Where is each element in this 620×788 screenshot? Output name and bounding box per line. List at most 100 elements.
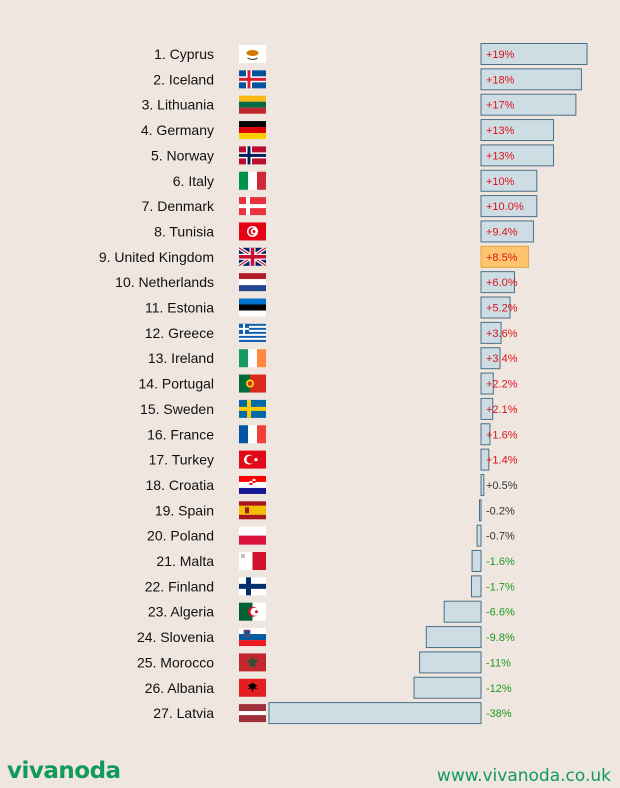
bar-norway [480, 144, 555, 167]
country-label-latvia: 27. Latvia [153, 705, 214, 721]
bar-morocco [419, 651, 482, 674]
website-link[interactable]: www.vivanoda.co.uk [436, 766, 611, 786]
value-label-turkey: +1.4% [486, 455, 518, 467]
bar-tunisia [480, 220, 534, 243]
bar-italy [480, 169, 538, 192]
bar-malta [471, 550, 482, 572]
ireland-flag-icon [239, 349, 266, 368]
country-label-france: 16. France [147, 426, 214, 442]
bar-slovenia [425, 626, 482, 649]
value-label-algeria: -6.6% [486, 607, 515, 619]
country-label-netherlands: 10. Netherlands [115, 274, 214, 290]
value-label-slovenia: -9.8% [486, 632, 515, 644]
germany-flag-icon [239, 121, 266, 140]
sweden-flag-icon [239, 399, 266, 418]
country-label-albania: 26. Albania [145, 680, 214, 696]
country-label-spain: 19. Spain [155, 502, 214, 518]
value-label-italy: +10% [486, 176, 515, 188]
country-label-norway: 5. Norway [151, 147, 214, 163]
bar-chart: 1. Cyprus +19% 2. Iceland +18% 3. Lithuania +… [99, 43, 588, 725]
bar-iceland [480, 68, 582, 91]
value-label-poland: -0.7% [486, 531, 515, 543]
value-label-greece: +3.6% [486, 328, 518, 340]
bar-sweden [480, 397, 494, 420]
algeria-flag-icon [239, 602, 266, 621]
country-label-slovenia: 24. Slovenia [137, 629, 214, 645]
bar-poland [476, 524, 482, 547]
finland-flag-icon [239, 577, 266, 596]
country-label-turkey: 17. Turkey [149, 452, 214, 468]
value-label-sweden: +2.1% [486, 404, 518, 416]
value-label-portugal: +2.2% [486, 379, 518, 391]
value-label-germany: +13% [486, 125, 515, 137]
latvia-flag-icon [239, 704, 266, 723]
bar-denmark [480, 195, 538, 218]
denmark-flag-icon [239, 197, 266, 216]
country-label-morocco: 25. Morocco [137, 654, 214, 670]
bar-france [480, 423, 491, 446]
turkey-flag-icon [239, 450, 266, 469]
morocco-flag-icon [239, 653, 266, 672]
country-label-algeria: 23. Algeria [148, 604, 214, 620]
country-label-denmark: 7. Denmark [142, 198, 215, 214]
country-label-poland: 20. Poland [147, 528, 214, 544]
value-label-tunisia: +9.4% [486, 226, 518, 238]
cyprus-flag-icon [239, 45, 266, 63]
value-label-malta: -1.6% [486, 556, 515, 568]
bar-spain [479, 499, 482, 522]
tunisia-flag-icon [239, 222, 266, 241]
bar-finland [471, 575, 482, 598]
bar-estonia [480, 296, 511, 319]
country-label-croatia: 18. Croatia [146, 477, 215, 493]
value-label-croatia: +0.5% [486, 480, 518, 492]
bar-croatia [480, 473, 485, 496]
country-label-tunisia: 8. Tunisia [154, 223, 214, 239]
iceland-flag-icon [239, 70, 266, 89]
malta-flag-icon [239, 552, 266, 570]
italy-flag-icon [239, 171, 266, 190]
country-label-germany: 4. Germany [141, 122, 214, 138]
value-label-norway: +13% [486, 150, 515, 162]
bar-ireland [480, 347, 501, 370]
value-label-netherlands: +6.0% [486, 277, 518, 289]
bar-latvia [268, 702, 482, 725]
slovenia-flag-icon [239, 628, 266, 647]
norway-flag-icon [239, 146, 266, 165]
country-label-malta: 21. Malta [156, 553, 214, 569]
bar-germany [480, 119, 555, 142]
value-label-lithuania: +17% [486, 100, 515, 112]
bar-cyprus [480, 43, 588, 65]
country-label-iceland: 2. Iceland [153, 71, 214, 87]
value-label-finland: -1.7% [486, 581, 515, 593]
country-label-portugal: 14. Portugal [139, 376, 215, 392]
footer: vivanoda www.vivanoda.co.uk [0, 758, 620, 788]
estonia-flag-icon [239, 298, 266, 317]
netherlands-flag-icon [239, 273, 266, 292]
value-label-morocco: -11% [486, 657, 511, 669]
country-label-ireland: 13. Ireland [148, 350, 214, 366]
lithuania-flag-icon [239, 95, 266, 114]
value-label-united-kingdom: +8.5% [486, 252, 518, 264]
value-label-latvia: -38% [486, 708, 512, 720]
country-label-sweden: 15. Sweden [140, 401, 214, 417]
bar-united-kingdom [480, 245, 529, 268]
bar-netherlands [480, 271, 515, 294]
country-label-finland: 22. Finland [145, 578, 214, 594]
bar-algeria [443, 600, 482, 623]
greece-flag-icon [239, 323, 266, 342]
country-label-italy: 6. Italy [173, 173, 214, 189]
vivanoda-logo[interactable]: vivanoda [7, 758, 121, 784]
france-flag-icon [239, 425, 266, 444]
bar-albania [413, 676, 482, 699]
value-label-cyprus: +19% [486, 49, 515, 61]
croatia-flag-icon [239, 475, 266, 494]
value-label-france: +1.6% [486, 429, 518, 441]
value-label-estonia: +5.2% [486, 303, 518, 315]
value-label-denmark: +10.0% [486, 201, 524, 213]
country-label-cyprus: 1. Cyprus [154, 46, 214, 62]
country-label-estonia: 11. Estonia [145, 300, 214, 316]
country-label-greece: 12. Greece [145, 325, 214, 341]
bar-greece [480, 321, 502, 344]
united-kingdom-flag-icon [238, 246, 267, 268]
value-label-iceland: +18% [486, 74, 515, 86]
